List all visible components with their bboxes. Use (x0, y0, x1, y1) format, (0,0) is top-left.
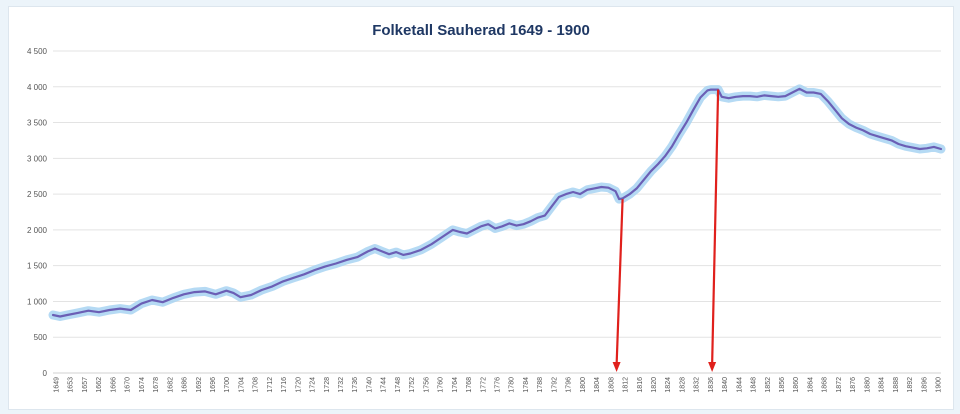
x-tick-label: 1828 (679, 377, 686, 393)
x-tick-label: 1800 (580, 377, 587, 393)
x-tick-label: 1856 (779, 377, 786, 393)
arrow-shaft (615, 199, 624, 366)
chart-title: Folketall Sauherad 1649 - 1900 (372, 22, 590, 39)
x-tick-label: 1682 (167, 377, 174, 393)
x-tick-label: 1674 (139, 377, 146, 393)
x-tick-label: 1808 (608, 377, 615, 393)
arrow-shaft (711, 89, 720, 366)
y-tick-label: 2 500 (27, 190, 48, 199)
x-tick-label: 1812 (623, 377, 630, 393)
x-tick-label: 1780 (509, 377, 516, 393)
x-tick-label: 1748 (395, 377, 402, 393)
x-tick-label: 1816 (637, 377, 644, 393)
x-tick-label: 1868 (822, 377, 829, 393)
y-tick-label: 4 500 (27, 47, 48, 56)
x-tick-label: 1732 (338, 377, 345, 393)
y-tick-label: 3 500 (27, 119, 48, 128)
x-tick-label: 1736 (352, 377, 359, 393)
x-tick-label: 1760 (438, 377, 445, 393)
x-tick-label: 1876 (850, 377, 857, 393)
x-tick-label: 1768 (466, 377, 473, 393)
x-tick-label: 1824 (665, 377, 672, 393)
x-tick-label: 1704 (238, 377, 245, 393)
x-tick-label: 1740 (366, 377, 373, 393)
y-tick-label: 1 500 (27, 262, 48, 271)
x-tick-label: 1820 (651, 377, 658, 393)
x-tick-label: 1720 (295, 377, 302, 393)
x-tick-label: 1776 (495, 377, 502, 393)
x-tick-label: 1696 (210, 377, 217, 393)
x-axis: 1649 1653 1657 1662 1666 1670 1674 1678 1682 1686… (54, 377, 943, 393)
x-tick-label: 1900 (936, 377, 943, 393)
x-tick-label: 1804 (594, 377, 601, 393)
x-tick-label: 1649 (54, 377, 61, 393)
x-tick-label: 1836 (708, 377, 715, 393)
chart-frame: Folketall Sauherad 1649 - 1900 0 500 1 000… (8, 6, 954, 410)
x-tick-label: 1884 (879, 377, 886, 393)
x-tick-label: 1756 (423, 377, 430, 393)
y-tick-label: 4 000 (27, 83, 48, 92)
x-tick-label: 1712 (267, 377, 274, 393)
x-tick-label: 1728 (324, 377, 331, 393)
x-tick-label: 1832 (694, 377, 701, 393)
x-tick-label: 1796 (566, 377, 573, 393)
x-tick-label: 1772 (480, 377, 487, 393)
x-tick-label: 1792 (551, 377, 558, 393)
x-tick-label: 1892 (907, 377, 914, 393)
x-tick-label: 1700 (224, 377, 231, 393)
gridlines (53, 50, 941, 374)
y-tick-label: 500 (34, 333, 48, 342)
y-tick-label: 2 000 (27, 226, 48, 235)
x-tick-label: 1860 (793, 377, 800, 393)
x-tick-label: 1666 (110, 377, 117, 393)
x-tick-label: 1678 (153, 377, 160, 393)
arrow-head (708, 362, 717, 372)
x-tick-label: 1744 (381, 377, 388, 393)
series-group (48, 84, 946, 321)
x-tick-label: 1840 (722, 377, 729, 393)
x-tick-label: 1653 (68, 377, 75, 393)
x-tick-label: 1686 (182, 377, 189, 393)
y-tick-label: 0 (43, 369, 48, 378)
x-tick-label: 1764 (452, 377, 459, 393)
line-chart: Folketall Sauherad 1649 - 1900 0 500 1 000… (27, 22, 946, 393)
x-tick-label: 1896 (921, 377, 928, 393)
x-tick-label: 1670 (125, 377, 132, 393)
x-tick-label: 1657 (82, 377, 89, 393)
y-tick-label: 3 000 (27, 154, 48, 163)
x-tick-label: 1880 (864, 377, 871, 393)
x-tick-label: 1716 (281, 377, 288, 393)
x-tick-label: 1752 (409, 377, 416, 393)
x-tick-label: 1788 (537, 377, 544, 393)
x-tick-label: 1692 (196, 377, 203, 393)
arrow-head (612, 362, 621, 372)
x-tick-label: 1872 (836, 377, 843, 393)
x-tick-label: 1708 (253, 377, 260, 393)
y-tick-label: 1 000 (27, 297, 48, 306)
x-tick-label: 1784 (523, 377, 530, 393)
x-tick-label: 1848 (751, 377, 758, 393)
y-axis: 0 500 1 000 1 500 2 000 2 500 3 000 3 500 4 000 4… (27, 47, 48, 378)
annotation-arrows (612, 89, 720, 372)
x-tick-label: 1844 (736, 377, 743, 393)
series-line (51, 87, 943, 318)
x-tick-label: 1864 (807, 377, 814, 393)
x-tick-label: 1724 (310, 377, 317, 393)
x-tick-label: 1852 (765, 377, 772, 393)
x-tick-label: 1888 (893, 377, 900, 393)
x-tick-label: 1662 (96, 377, 103, 393)
